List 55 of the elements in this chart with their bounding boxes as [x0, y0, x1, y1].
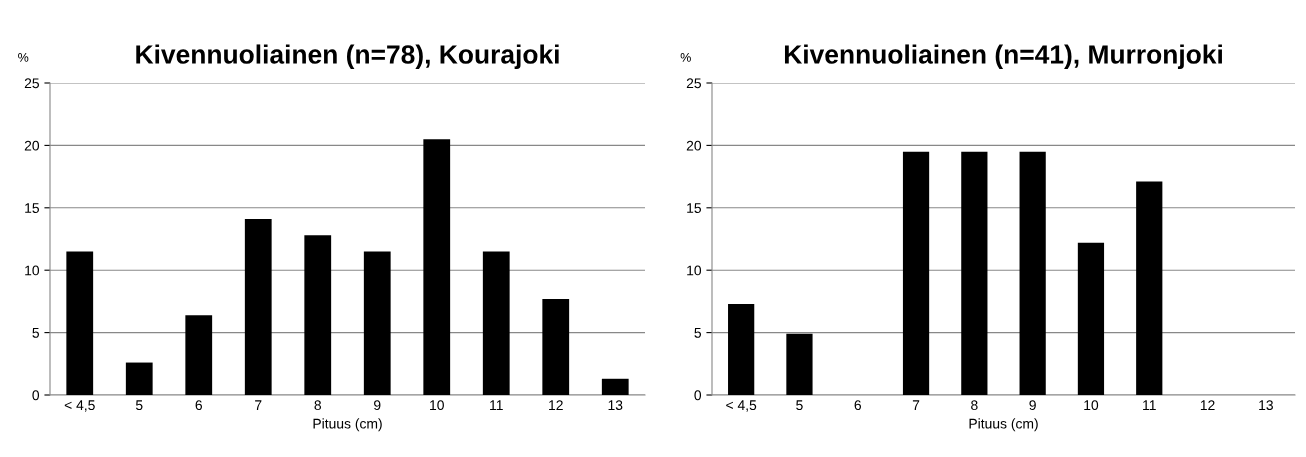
y-tick-label: 25	[686, 78, 701, 89]
x-tick-label: 7	[255, 400, 262, 410]
x-tick-label: 9	[1029, 400, 1036, 411]
x-axis-title: Pituus (cm)	[969, 418, 1038, 432]
bar	[542, 298, 570, 395]
bar	[244, 219, 272, 395]
bar	[1019, 151, 1046, 395]
x-tick-label: 10	[430, 400, 444, 411]
bar	[1136, 181, 1163, 395]
bar	[1077, 242, 1105, 395]
x-tick-label: 7	[912, 400, 920, 410]
bar	[363, 251, 391, 395]
y-tick-label: 20	[686, 140, 702, 151]
y-tick-label: 20	[24, 140, 40, 151]
bar	[902, 151, 930, 395]
x-tick-label: 8	[971, 400, 978, 411]
y-tick-label: 0	[32, 390, 40, 401]
x-tick-label: < 4,5	[726, 400, 757, 412]
x-tick-label: 10	[1084, 400, 1099, 411]
bar	[423, 139, 451, 395]
bar	[728, 303, 755, 395]
y-tick-label: 15	[25, 203, 39, 213]
y-axis-title: %	[18, 53, 29, 62]
x-tick-label: 8	[314, 400, 322, 411]
bar	[185, 315, 213, 395]
bar	[601, 378, 629, 395]
x-tick-label: 9	[374, 400, 381, 411]
x-tick-label: 12	[549, 400, 563, 410]
bar	[304, 235, 332, 395]
y-tick-label: 10	[25, 265, 40, 276]
bar	[786, 333, 813, 395]
x-tick-label: 13	[608, 400, 623, 411]
x-tick-label: 6	[195, 400, 202, 411]
x-tick-label: 12	[1200, 400, 1215, 410]
x-tick-label: 13	[1259, 400, 1273, 411]
x-tick-label: 11	[490, 400, 503, 410]
x-tick-label: 11	[1143, 400, 1156, 410]
chart-title: Kivennuoliainen (n=78), Kourajoki	[136, 44, 559, 70]
bar	[66, 251, 94, 395]
y-tick-label: 5	[32, 328, 39, 338]
x-axis-title: Pituus (cm)	[313, 418, 382, 432]
y-axis-title: %	[680, 53, 691, 62]
x-tick-label: 5	[796, 400, 803, 411]
bar	[125, 362, 153, 395]
x-tick-label: 5	[135, 400, 143, 411]
bar	[961, 151, 988, 395]
y-tick-label: 5	[694, 328, 701, 338]
bar	[482, 251, 510, 395]
x-tick-label: 6	[854, 400, 861, 411]
y-tick-label: 25	[24, 78, 39, 89]
y-tick-label: 10	[687, 265, 702, 276]
chart-title: Kivennuoliainen (n=41), Murronjoki	[784, 44, 1222, 70]
y-tick-label: 15	[687, 203, 701, 213]
y-tick-label: 0	[694, 390, 702, 401]
x-tick-label: < 4,5	[64, 400, 95, 412]
